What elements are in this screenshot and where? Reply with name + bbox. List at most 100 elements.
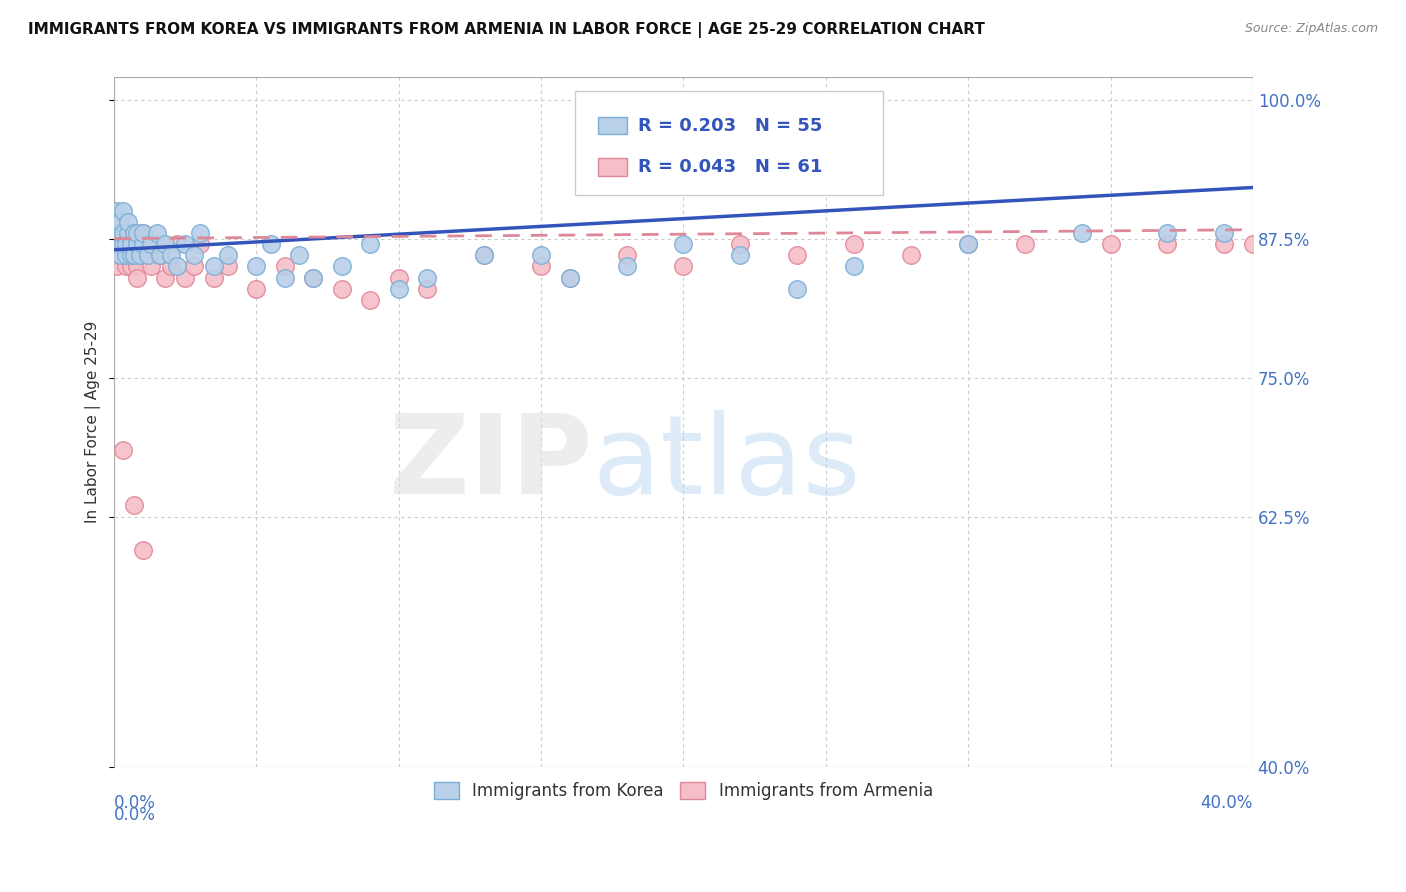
Point [120, 248, 142, 262]
Point [155, 270, 177, 285]
Point [105, 226, 128, 240]
Point [530, 260, 553, 274]
Point [472, 248, 495, 262]
Text: atlas: atlas [592, 410, 860, 517]
Point [302, 270, 325, 285]
Text: IMMIGRANTS FROM KOREA VS IMMIGRANTS FROM ARMENIA IN LABOR FORCE | AGE 25-29 CORR: IMMIGRANTS FROM KOREA VS IMMIGRANTS FROM… [28, 22, 986, 38]
Point [900, 248, 922, 262]
Point [146, 226, 169, 240]
Point [330, 260, 353, 274]
Point [730, 248, 752, 262]
Point [1071, 226, 1094, 240]
Point [122, 499, 145, 513]
Point [245, 260, 267, 274]
Point [1213, 226, 1236, 240]
Point [114, 237, 136, 252]
Point [616, 248, 638, 262]
Point [166, 237, 188, 252]
Point [117, 237, 139, 252]
Point [117, 248, 139, 262]
Point [105, 248, 128, 262]
Point [202, 270, 225, 285]
Point [217, 248, 239, 262]
Point [530, 248, 553, 262]
Point [114, 237, 136, 252]
Point [359, 293, 381, 307]
Point [136, 248, 159, 262]
Point [146, 237, 169, 252]
Point [359, 237, 381, 252]
Point [957, 237, 980, 252]
Legend: Immigrants from Korea, Immigrants from Armenia: Immigrants from Korea, Immigrants from A… [427, 775, 939, 806]
Point [111, 442, 134, 457]
Point [105, 203, 128, 218]
Point [117, 226, 139, 240]
FancyBboxPatch shape [598, 117, 627, 135]
Point [388, 282, 411, 296]
Point [786, 248, 808, 262]
Point [786, 282, 808, 296]
Point [155, 237, 177, 252]
Text: R = 0.043   N = 61: R = 0.043 N = 61 [638, 158, 823, 176]
Point [122, 226, 145, 240]
Point [131, 226, 153, 240]
Point [160, 260, 183, 274]
Point [1014, 237, 1036, 252]
Point [111, 226, 134, 240]
Text: 0.0%: 0.0% [114, 794, 156, 813]
Point [105, 237, 128, 252]
Point [120, 260, 142, 274]
Point [149, 248, 172, 262]
Point [105, 237, 128, 252]
Point [202, 260, 225, 274]
FancyBboxPatch shape [575, 91, 883, 194]
Point [120, 237, 142, 252]
Point [245, 282, 267, 296]
Point [616, 260, 638, 274]
Text: 40.0%: 40.0% [1201, 794, 1253, 813]
Point [388, 270, 411, 285]
Point [166, 260, 188, 274]
Point [416, 282, 439, 296]
Point [122, 248, 145, 262]
Point [302, 270, 325, 285]
Point [416, 270, 439, 285]
Point [128, 248, 150, 262]
Point [844, 260, 866, 274]
Point [288, 248, 311, 262]
Point [108, 248, 131, 262]
Point [108, 226, 131, 240]
Point [558, 270, 581, 285]
Point [260, 237, 283, 252]
Point [111, 237, 134, 252]
Point [183, 260, 205, 274]
Point [330, 282, 353, 296]
Point [108, 215, 131, 229]
Point [114, 248, 136, 262]
Point [120, 248, 142, 262]
Point [672, 237, 695, 252]
Y-axis label: In Labor Force | Age 25-29: In Labor Force | Age 25-29 [86, 321, 101, 524]
Point [160, 248, 183, 262]
Point [188, 226, 211, 240]
FancyBboxPatch shape [598, 159, 627, 176]
Point [131, 237, 153, 252]
Point [111, 248, 134, 262]
Text: ZIP: ZIP [389, 410, 592, 517]
Point [136, 248, 159, 262]
Point [114, 260, 136, 274]
Point [183, 248, 205, 262]
Point [188, 237, 211, 252]
Point [1156, 226, 1178, 240]
Point [128, 248, 150, 262]
Point [108, 237, 131, 252]
Text: 0.0%: 0.0% [114, 805, 156, 823]
Text: R = 0.203   N = 55: R = 0.203 N = 55 [638, 117, 823, 135]
Point [114, 248, 136, 262]
Point [139, 260, 162, 274]
Point [122, 248, 145, 262]
Point [1156, 237, 1178, 252]
Point [111, 237, 134, 252]
Point [730, 237, 752, 252]
Point [174, 270, 197, 285]
